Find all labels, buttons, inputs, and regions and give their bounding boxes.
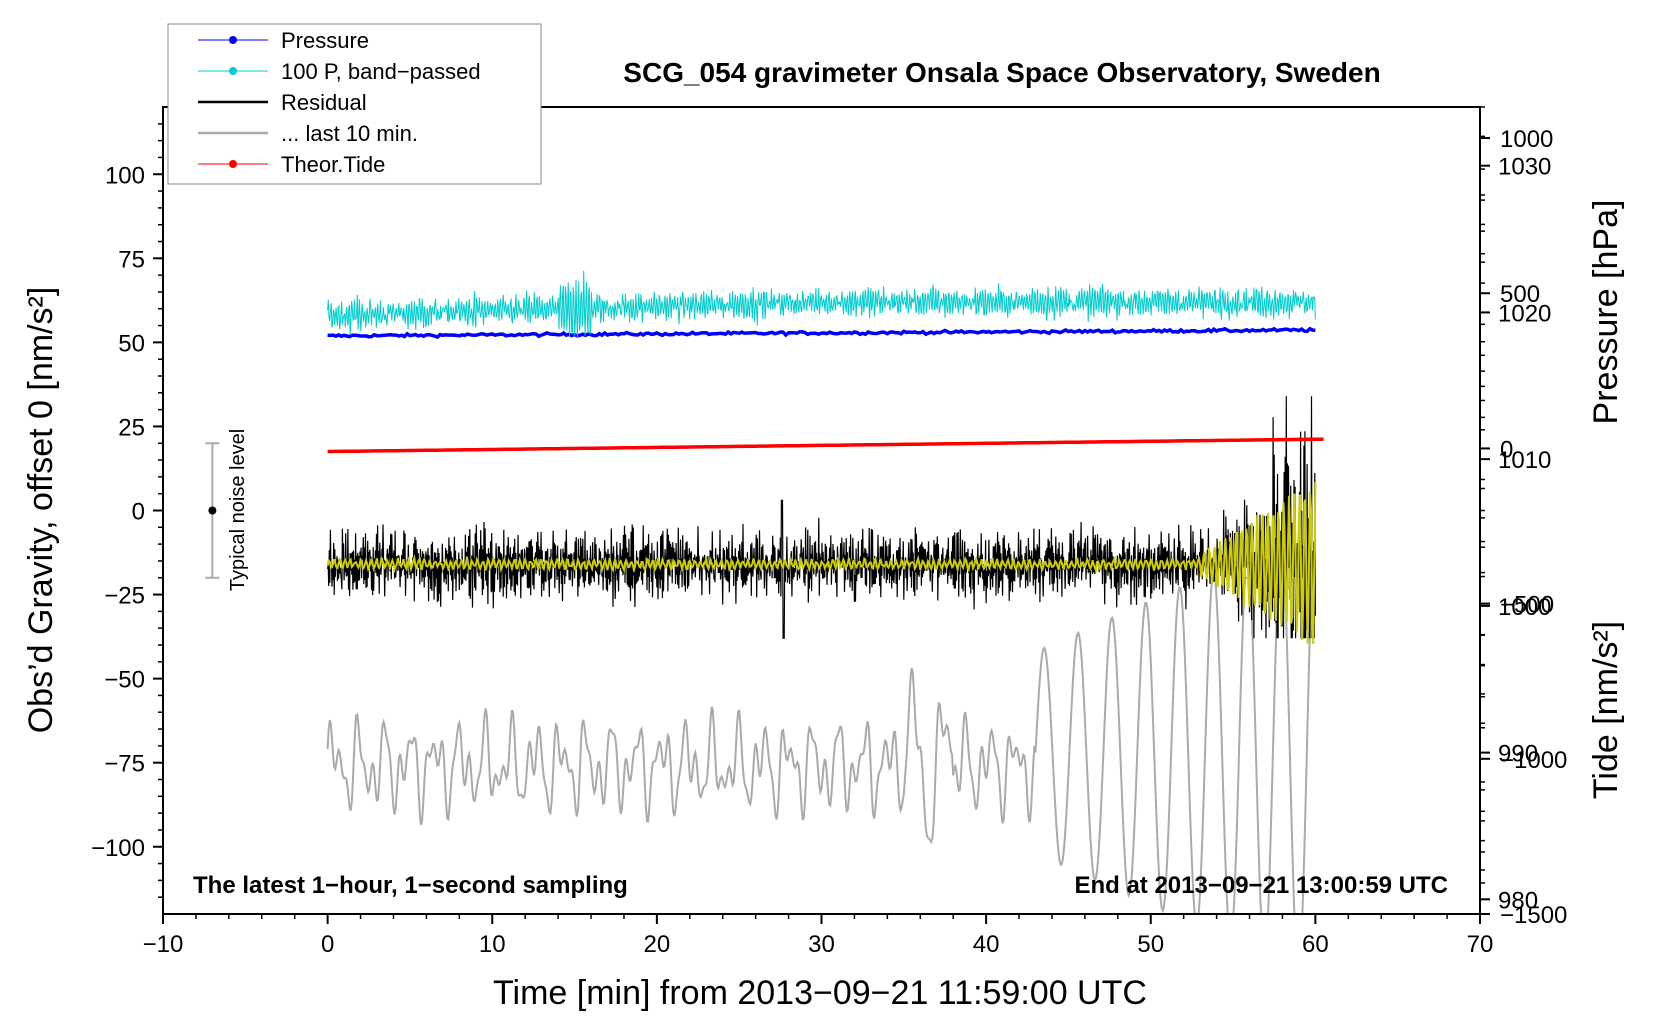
y-left-tick-label: 25 [118, 414, 145, 441]
y-axis-left-title: Obs’d Gravity, offset 0 [nm/s²] [22, 287, 60, 734]
x-tick-label: 70 [1467, 931, 1494, 958]
legend-box [167, 23, 542, 185]
residual-smoothed-line [326, 481, 1317, 644]
tide-tick-label: 0 [1500, 436, 1513, 463]
legend-label: Theor.Tide [281, 152, 385, 177]
residual-line [327, 396, 1316, 639]
x-tick-label: −10 [143, 931, 184, 958]
x-tick-label: 20 [644, 931, 671, 958]
tide-tick-label: −500 [1500, 592, 1554, 619]
pressure-tick-label: 1030 [1498, 154, 1551, 181]
legend-marker [229, 36, 237, 44]
pressure-tick-label: 1000 [1498, 594, 1551, 621]
x-tick-label: 60 [1302, 931, 1329, 958]
y-left-tick-label: 50 [118, 330, 145, 357]
legend-label: 100 P, band−passed [281, 59, 481, 84]
legend-marker [229, 160, 237, 168]
pressure-tick-label: 1010 [1498, 447, 1551, 474]
x-tick-label: 40 [973, 931, 1000, 958]
legend-label: ... last 10 min. [281, 121, 418, 146]
y-left-tick-label: 75 [118, 246, 145, 273]
band-passed-pressure-line [327, 270, 1316, 338]
legend-label: Pressure [281, 28, 369, 53]
y-left-tick-label: 100 [105, 162, 145, 189]
x-axis-title: Time [min] from 2013−09−21 11:59:00 UTC [493, 974, 1147, 1012]
legend-label: Residual [281, 90, 367, 115]
tide-tick-label: 500 [1500, 281, 1540, 308]
tide-tick-label: −1000 [1500, 747, 1567, 774]
legend: Pressure 100 P, band−passed Residual ... la… [167, 23, 542, 185]
y-axis-tide-title: Tide [nm/s²] [1587, 621, 1625, 799]
noise-bar-center-dot [208, 506, 217, 515]
legend-marker [229, 67, 237, 75]
x-tick-label: 30 [808, 931, 835, 958]
sampling-note: The latest 1−hour, 1−second sampling [193, 872, 628, 899]
theoretical-tide-line [327, 437, 1324, 454]
x-tick-label: 0 [321, 931, 334, 958]
pressure-tick-label: 1020 [1498, 300, 1551, 327]
pressure-tick-label: 990 [1498, 741, 1538, 768]
y-left-tick-label: −25 [104, 583, 145, 610]
pressure-tick-label: 980 [1498, 887, 1538, 914]
y-axis-pressure-title: Pressure [hPa] [1587, 200, 1625, 425]
tide-tick-label: 1000 [1500, 126, 1553, 153]
pressure-line [327, 326, 1316, 340]
y-left-tick-label: −75 [104, 751, 145, 778]
x-tick-label: 50 [1137, 931, 1164, 958]
end-time-note: End at 2013−09−21 13:00:59 UTC [1074, 872, 1448, 899]
tide-tick-label: −1500 [1500, 902, 1567, 929]
y-left-tick-label: 0 [132, 499, 145, 526]
noise-level-indicator: Typical noise level [205, 429, 249, 591]
chart-title: SCG_054 gravimeter Onsala Space Observat… [623, 57, 1380, 88]
last-10-min-line [326, 576, 1316, 914]
noise-level-label: Typical noise level [227, 429, 249, 591]
y-left-tick-label: −100 [91, 835, 145, 862]
y-left-tick-label: −50 [104, 667, 145, 694]
x-tick-label: 10 [479, 931, 506, 958]
